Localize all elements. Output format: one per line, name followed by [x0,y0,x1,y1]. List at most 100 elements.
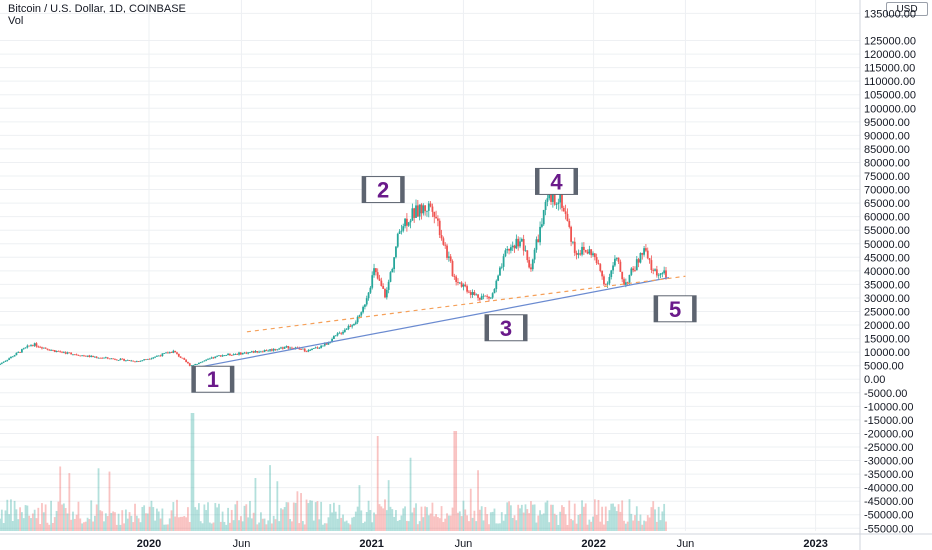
candle [515,238,518,249]
volume-bar [15,509,18,531]
volume-bar [141,506,144,531]
volume-bar [154,520,156,531]
candle [491,293,494,298]
candle [402,226,405,231]
candle [168,352,171,354]
volume-bar [601,506,604,531]
volume-bar [426,507,428,531]
volume-bar [50,500,52,531]
volume-bar [33,509,36,531]
candle [579,253,582,255]
label-box [191,365,235,393]
volume-bar [117,513,120,531]
volume-bar [555,515,558,531]
candle [389,272,392,282]
volume-legend-label: Vol [8,15,24,27]
candle [411,208,414,221]
candle [6,359,9,361]
candle [464,284,467,287]
volume-bar [384,499,386,531]
volume-bar [469,488,472,531]
candle [509,247,512,251]
candle [185,359,188,363]
volume-bar [617,504,620,531]
volume-bar [524,504,527,531]
volume-bar [418,521,421,531]
volume-bar [323,523,326,531]
y-tick-label: 115000.00 [864,63,915,75]
volume-bar [312,520,315,531]
y-tick-label: 35000.00 [864,279,910,291]
label-bracket [654,295,659,322]
volume-bar [360,510,363,531]
candle [292,347,295,349]
label-bracket [523,314,528,341]
volume-bar [176,499,178,531]
candle [312,348,315,349]
volume-bar [249,500,251,531]
volume-bar [349,524,352,531]
candle [480,296,483,300]
volume-bar [606,521,609,531]
candle [369,287,372,293]
candle [252,351,255,353]
volume-bar [135,515,138,531]
candle [451,261,454,277]
volume-bar [531,504,534,531]
candle [260,351,262,353]
volume-bar [59,466,62,531]
candle [148,358,151,360]
volume-bar [404,506,406,531]
volume-bar [329,504,332,531]
volume-bar [420,506,423,531]
y-tick-label: 80000.00 [864,157,910,169]
candle [208,358,211,360]
candle [4,360,7,362]
volume-bar [568,500,571,531]
candle [30,345,32,346]
volume-bar [52,522,54,531]
volume-bar [199,521,202,531]
volume-bar [460,516,463,531]
candle [41,347,43,349]
volume-bar [208,522,211,531]
candle [31,345,34,346]
candle [473,292,476,296]
volume-bar [0,509,3,531]
volume-bar [509,505,512,531]
label-bracket [692,295,697,322]
volume-bar [362,523,364,531]
volume-bar [194,507,197,531]
volume-bar [400,515,403,531]
volume-bar [190,413,193,531]
candle [287,346,290,349]
volume-bar [544,502,547,531]
wave-label-4: 4 [535,167,579,195]
volume-bar [247,517,250,531]
volume-bar [431,502,434,531]
volume-bar [484,507,487,531]
wave-label-1: 1 [191,365,235,393]
volume-bar [250,518,253,531]
candle [163,353,166,354]
y-tick-label: -30000.00 [864,456,914,468]
y-tick-label: 55000.00 [864,225,910,237]
x-tick-label: 2020 [137,538,161,550]
candle [123,358,125,361]
y-tick-label: 15000.00 [864,334,910,346]
volume-bar [356,506,359,531]
volume-bar [283,507,286,531]
volume-bar [46,522,49,531]
volume-bar [546,500,549,531]
candle [628,274,631,283]
candle [493,288,496,294]
volume-bar [66,513,69,531]
volume-bar [177,517,180,531]
candle [188,363,191,366]
candle [440,235,443,239]
candle [437,218,439,221]
currency-badge[interactable]: USD [886,2,928,16]
volume-bar [393,516,396,531]
candle [61,351,63,353]
